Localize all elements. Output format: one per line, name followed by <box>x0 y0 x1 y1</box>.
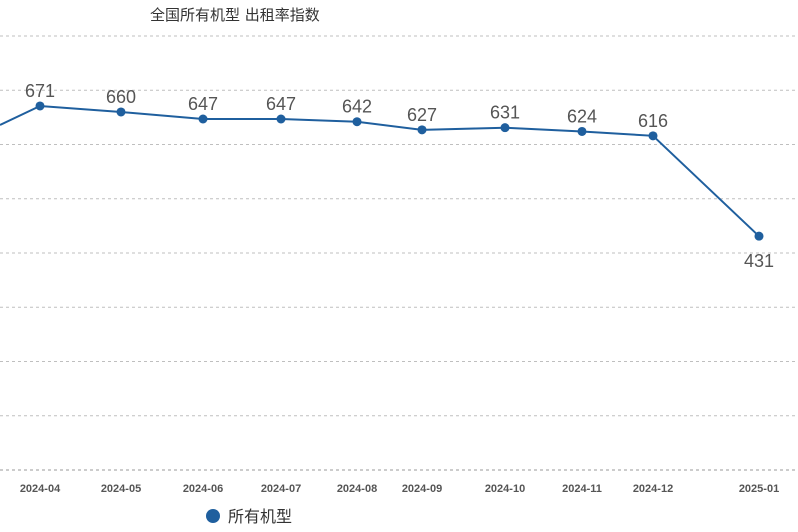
data-point <box>35 101 45 111</box>
grid <box>0 35 798 471</box>
x-tick-label: 2024-08 <box>337 483 377 495</box>
legend: 所有机型 <box>206 507 292 526</box>
data-point <box>352 117 362 127</box>
data-label: 671 <box>25 81 55 101</box>
data-point <box>577 126 587 136</box>
x-tick-label: 2024-04 <box>20 483 61 495</box>
data-point <box>754 231 764 241</box>
x-tick-label: 2024-11 <box>562 483 602 495</box>
data-label: 642 <box>342 97 372 117</box>
data-point <box>276 114 286 124</box>
data-label: 631 <box>490 103 520 123</box>
data-label: 624 <box>567 106 597 126</box>
x-tick-label: 2024-05 <box>101 483 141 495</box>
data-point <box>116 107 126 117</box>
data-label: 616 <box>638 111 668 131</box>
x-tick-label: 2024-10 <box>485 483 525 495</box>
legend-label: 所有机型 <box>228 507 292 526</box>
data-label: 627 <box>407 105 437 125</box>
data-label: 647 <box>266 94 296 114</box>
data-point <box>198 114 208 124</box>
data-point <box>417 125 427 135</box>
data-label: 647 <box>188 94 218 114</box>
data-label: 660 <box>106 87 136 107</box>
x-tick-label: 2025-01 <box>739 483 779 495</box>
legend-marker <box>206 509 220 523</box>
x-tick-label: 2024-07 <box>261 483 301 495</box>
x-tick-label: 2024-12 <box>633 483 673 495</box>
series-all-models: 671 660 647 647 642 627 631 624 616 431 <box>0 81 774 271</box>
chart-title: 全国所有机型 出租率指数 <box>150 6 320 24</box>
data-point <box>648 131 658 141</box>
data-point <box>500 123 510 133</box>
data-label: 431 <box>744 251 774 271</box>
x-tick-label: 2024-09 <box>402 483 442 495</box>
x-tick-label: 2024-06 <box>183 483 223 495</box>
x-axis: 2024-04 2024-05 2024-06 2024-07 2024-08 2024-… <box>20 483 779 495</box>
